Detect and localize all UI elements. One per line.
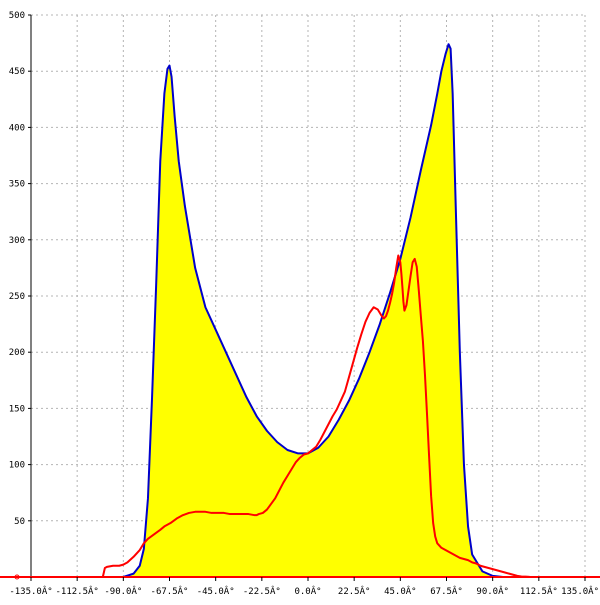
x-tick-label: 112.5Â°	[520, 585, 558, 597]
x-tick-label: -67.5Â°	[151, 585, 189, 597]
axis-layer	[0, 14, 600, 581]
series-0-area	[123, 44, 503, 578]
y-tick-label: 300	[9, 236, 25, 246]
label-layer: 50 100 150 200 250 300 350 400 450 500 -135.0Â° -11…	[9, 11, 599, 597]
area-layer	[123, 44, 503, 578]
x-tick-label: -22.5Â°	[243, 585, 281, 597]
x-tick-label: 90.0Â°	[476, 585, 509, 597]
x-tick-label: -112.5Â°	[55, 585, 98, 597]
series-1-line	[31, 254, 586, 578]
y-tick-label: 150	[9, 404, 25, 414]
x-tick-label: 0.0Â°	[294, 585, 321, 597]
x-tick-label: -90.0Â°	[104, 585, 142, 597]
y-tick-label: 500	[9, 11, 25, 21]
x-tick-label: 135.0Â°	[561, 585, 599, 597]
baseline-marker	[14, 574, 20, 580]
x-tick-label: -45.0Â°	[197, 585, 235, 597]
x-tick-label: -135.0Â°	[9, 585, 52, 597]
y-tick-label: 50	[14, 517, 25, 527]
y-tick-label: 200	[9, 348, 25, 358]
line-layer	[31, 43, 586, 578]
x-tick-label: 67.5Â°	[430, 585, 463, 597]
y-tick-label: 350	[9, 180, 25, 190]
y-tick-label: 400	[9, 123, 25, 133]
y-tick-label: 450	[9, 67, 25, 77]
y-tick-label: 100	[9, 461, 25, 471]
x-tick-label: 22.5Â°	[338, 585, 371, 597]
x-tick-label: 45.0Â°	[384, 585, 417, 597]
y-tick-label: 250	[9, 292, 25, 302]
